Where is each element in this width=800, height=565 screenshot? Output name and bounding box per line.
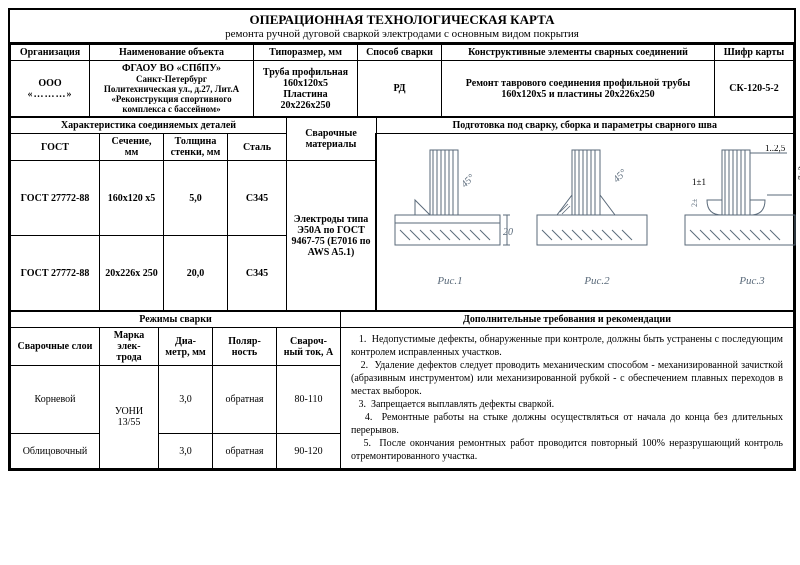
org-dots: «………» (15, 89, 85, 100)
obj-l3: Политехническая ул., д.27, Лит.А (94, 84, 249, 94)
title-line2: ремонта ручной дуговой сваркой электрода… (14, 28, 790, 40)
s2-c1: Сечение, мм (100, 134, 164, 161)
diagram-cell: 45° 20 Рис.1 (376, 134, 794, 311)
diagram-box: 45° 20 Рис.1 (377, 137, 793, 307)
size-l3: Пластина (258, 89, 353, 100)
size-l4: 20х226х250 (258, 100, 353, 111)
hdr-org: Организация (11, 45, 90, 61)
size-l1: Труба профильная (258, 67, 353, 78)
diag1-svg: 45° 20 (385, 145, 515, 275)
m-c3: Поляр- ность (213, 328, 277, 366)
r1-th: 20,0 (164, 236, 228, 311)
m-r1-amp: 90-120 (277, 434, 341, 469)
title-line1: ОПЕРАЦИОННАЯ ТЕХНОЛОГИЧЕСКАЯ КАРТА (14, 12, 790, 28)
bottom-table: Режимы сварки Дополнительные требования … (10, 311, 794, 469)
section2-table: Характеристика соединяемых деталей Сваро… (10, 117, 794, 311)
d2-angle: 45° (611, 167, 629, 185)
org-name: ООО (15, 78, 85, 89)
d2-label: Рис.2 (532, 275, 662, 287)
hdr-obj: Наименование объекта (90, 45, 254, 61)
s2-left-title: Характеристика соединяемых деталей (11, 118, 287, 134)
modes-title: Режимы сварки (11, 312, 341, 328)
r0-steel: С345 (228, 161, 287, 236)
code-cell: СК-120-5-2 (715, 61, 794, 117)
diagram-2: 45° Рис.2 (532, 145, 662, 287)
s2-c2: Толщина стенки, мм (164, 134, 228, 161)
diag2-svg: 45° (532, 145, 662, 275)
hdr-method: Способ сварки (358, 45, 442, 61)
card-title: ОПЕРАЦИОННАЯ ТЕХНОЛОГИЧЕСКАЯ КАРТА ремон… (10, 10, 794, 44)
r0-gost: ГОСТ 27772-88 (11, 161, 100, 236)
tech-card: ОПЕРАЦИОННАЯ ТЕХНОЛОГИЧЕСКАЯ КАРТА ремон… (8, 8, 796, 471)
r0-sect: 160х120 х5 (100, 161, 164, 236)
reco-title: Дополнительные требования и рекомендации (341, 312, 794, 328)
reco-1: 1. Недопустимые дефекты, обнаруженные пр… (351, 333, 783, 359)
s2-mat-title: Сварочные материалы (287, 118, 377, 161)
m-r0-dia: 3,0 (159, 366, 213, 434)
hdr-size: Типоразмер, мм (254, 45, 358, 61)
s2-c0: ГОСТ (11, 134, 100, 161)
m-brand: УОНИ 13/55 (100, 366, 159, 469)
s2-c3: Сталь (228, 134, 287, 161)
obj-cell: ФГАОУ ВО «СПбПУ» Санкт-Петербург Политех… (90, 61, 254, 117)
m-r1-pol: обратная (213, 434, 277, 469)
reco-5: 5. После окончания ремонтных работ прово… (351, 437, 783, 463)
reco-cell: 1. Недопустимые дефекты, обнаруженные пр… (341, 328, 794, 469)
d1-angle: 45° (459, 172, 477, 190)
m-r0-layer: Корневой (11, 366, 100, 434)
diag3-svg: 1..2,5 1±1 7±2 2 1 2± (677, 145, 800, 275)
r1-steel: С345 (228, 236, 287, 311)
m-r1-layer: Облицовочный (11, 434, 100, 469)
d3-g: 1..2,5 (765, 145, 786, 153)
reco-3: 3. Запрещается выплавлять дефекты сварко… (351, 398, 783, 411)
obj-l1: ФГАОУ ВО «СПбПУ» (94, 63, 249, 74)
reco-list: 1. Недопустимые дефекты, обнаруженные пр… (345, 330, 789, 466)
hdr-joint: Конструктивные элементы сварных соединен… (442, 45, 715, 61)
r0-th: 5,0 (164, 161, 228, 236)
size-cell: Труба профильная 160х120х5 Пластина 20х2… (254, 61, 358, 117)
m-c2: Диа- метр, мм (159, 328, 213, 366)
d1-label: Рис.1 (385, 275, 515, 287)
org-cell: ООО «………» (11, 61, 90, 117)
m-r0-amp: 80-110 (277, 366, 341, 434)
reco-4: 4. Ремонтные работы на стыке должны осущ… (351, 411, 783, 437)
obj-l4: «Реконструкция спортивного комплекса с б… (94, 94, 249, 114)
m-c0: Сварочные слои (11, 328, 100, 366)
diagram-3: 1..2,5 1±1 7±2 2 1 2± Рис.3 (677, 145, 800, 287)
mat-cell: Электроды типа Э50А по ГОСТ 9467-75 (Е70… (287, 161, 377, 311)
d3-label: Рис.3 (677, 275, 800, 287)
header-table: Организация Наименование объекта Типораз… (10, 44, 794, 117)
m-r1-dia: 3,0 (159, 434, 213, 469)
s2-right-title: Подготовка под сварку, сборка и параметр… (376, 118, 794, 134)
r1-sect: 20х226х 250 (100, 236, 164, 311)
d1-h: 20 (503, 227, 513, 238)
reco-2: 2. Удаление дефектов следует проводить м… (351, 359, 783, 398)
joint-cell: Ремонт таврового соединения профильной т… (442, 61, 715, 117)
m-r0-pol: обратная (213, 366, 277, 434)
method-cell: РД (358, 61, 442, 117)
d3-dim1: 1±1 (692, 177, 706, 187)
size-l2: 160х120х5 (258, 78, 353, 89)
m-c4: Свароч- ный ток, А (277, 328, 341, 366)
hdr-code: Шифр карты (715, 45, 794, 61)
diagram-1: 45° 20 Рис.1 (385, 145, 515, 287)
r1-gost: ГОСТ 27772-88 (11, 236, 100, 311)
m-c1: Марка элек- трода (100, 328, 159, 366)
svg-text:2±: 2± (690, 198, 699, 207)
obj-l2: Санкт-Петербург (94, 74, 249, 84)
